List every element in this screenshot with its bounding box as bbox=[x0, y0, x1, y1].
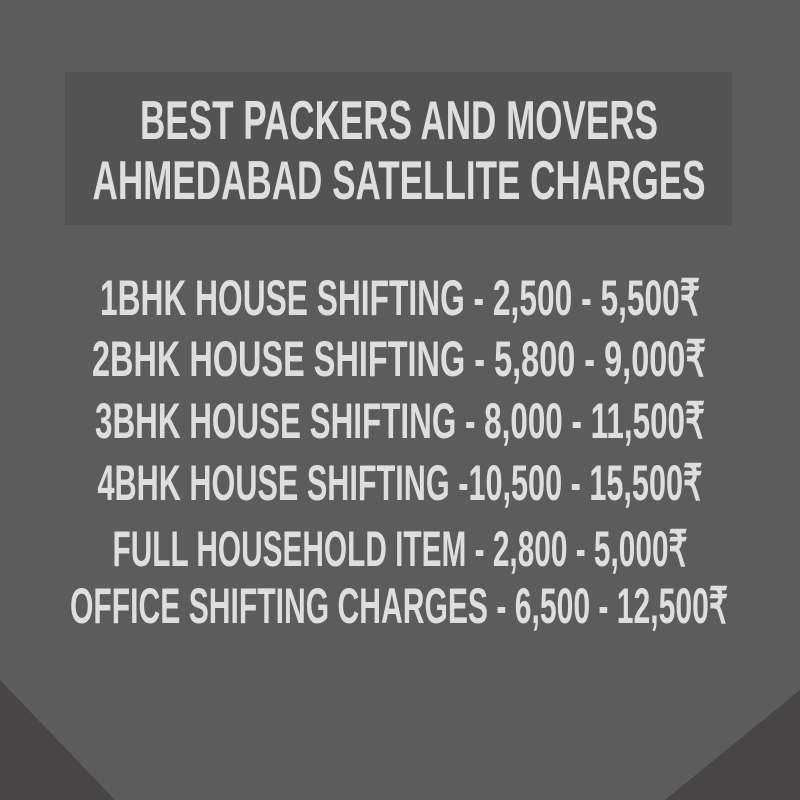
charge-item: OFFICE SHIFTING CHARGES - 6,500 - 12,500… bbox=[70, 578, 728, 634]
charge-item: 2BHK HOUSE SHIFTING - 5,800 - 9,000₹ bbox=[92, 331, 706, 387]
charge-item: 3BHK HOUSE SHIFTING - 8,000 - 11,500₹ bbox=[95, 393, 705, 449]
right-corner-triangle bbox=[665, 690, 800, 800]
left-corner-triangle bbox=[0, 680, 115, 800]
charge-item: 4BHK HOUSE SHIFTING -10,500 - 15,500₹ bbox=[98, 455, 703, 511]
charge-item: FULL HOUSEHOLD ITEM - 2,800 - 5,000₹ bbox=[113, 521, 688, 577]
title-line-2: AHMEDABAD SATELLITE CHARGES bbox=[93, 149, 706, 211]
title-box bbox=[65, 72, 732, 225]
title-line-1: BEST PACKERS AND MOVERS bbox=[140, 89, 658, 151]
charge-item: 1BHK HOUSE SHIFTING - 2,500 - 5,500₹ bbox=[100, 270, 700, 326]
